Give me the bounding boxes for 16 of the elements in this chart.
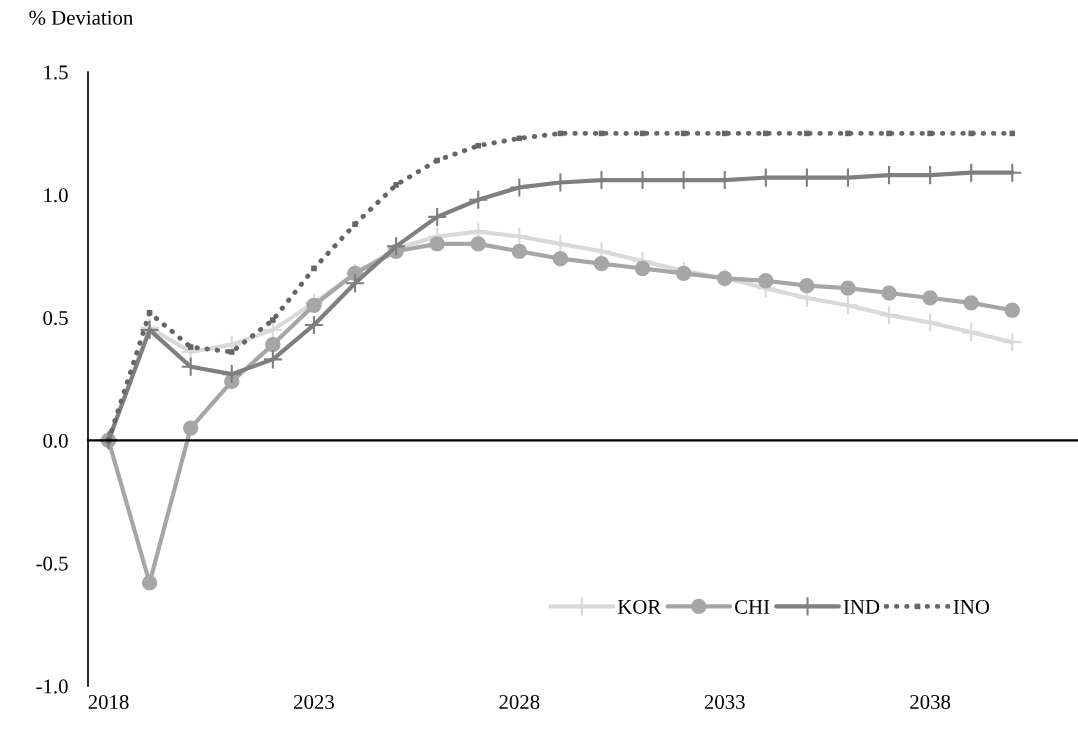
x-tick-label: 2018 xyxy=(88,694,129,709)
y-tick-label: 0.0 xyxy=(43,433,68,448)
legend-label: KOR xyxy=(617,599,662,614)
x-tick-label: 2038 xyxy=(910,694,951,709)
x-tick-label: 2023 xyxy=(294,694,334,709)
y-tick-label: 0.5 xyxy=(43,310,68,326)
y-tick-label: -1.0 xyxy=(36,679,68,694)
x-tick-label: 2028 xyxy=(499,694,540,709)
legend-label: IND xyxy=(843,600,880,614)
y-tick-label: 1.5 xyxy=(44,65,68,80)
legend-label: CHI xyxy=(735,599,770,614)
y-axis-title: % Deviation xyxy=(29,10,133,25)
legend-label: INO xyxy=(953,599,990,614)
y-tick-label: 1.0 xyxy=(44,188,68,203)
x-tick-label: 2033 xyxy=(704,694,745,709)
y-tick-label: -0.5 xyxy=(36,556,68,571)
